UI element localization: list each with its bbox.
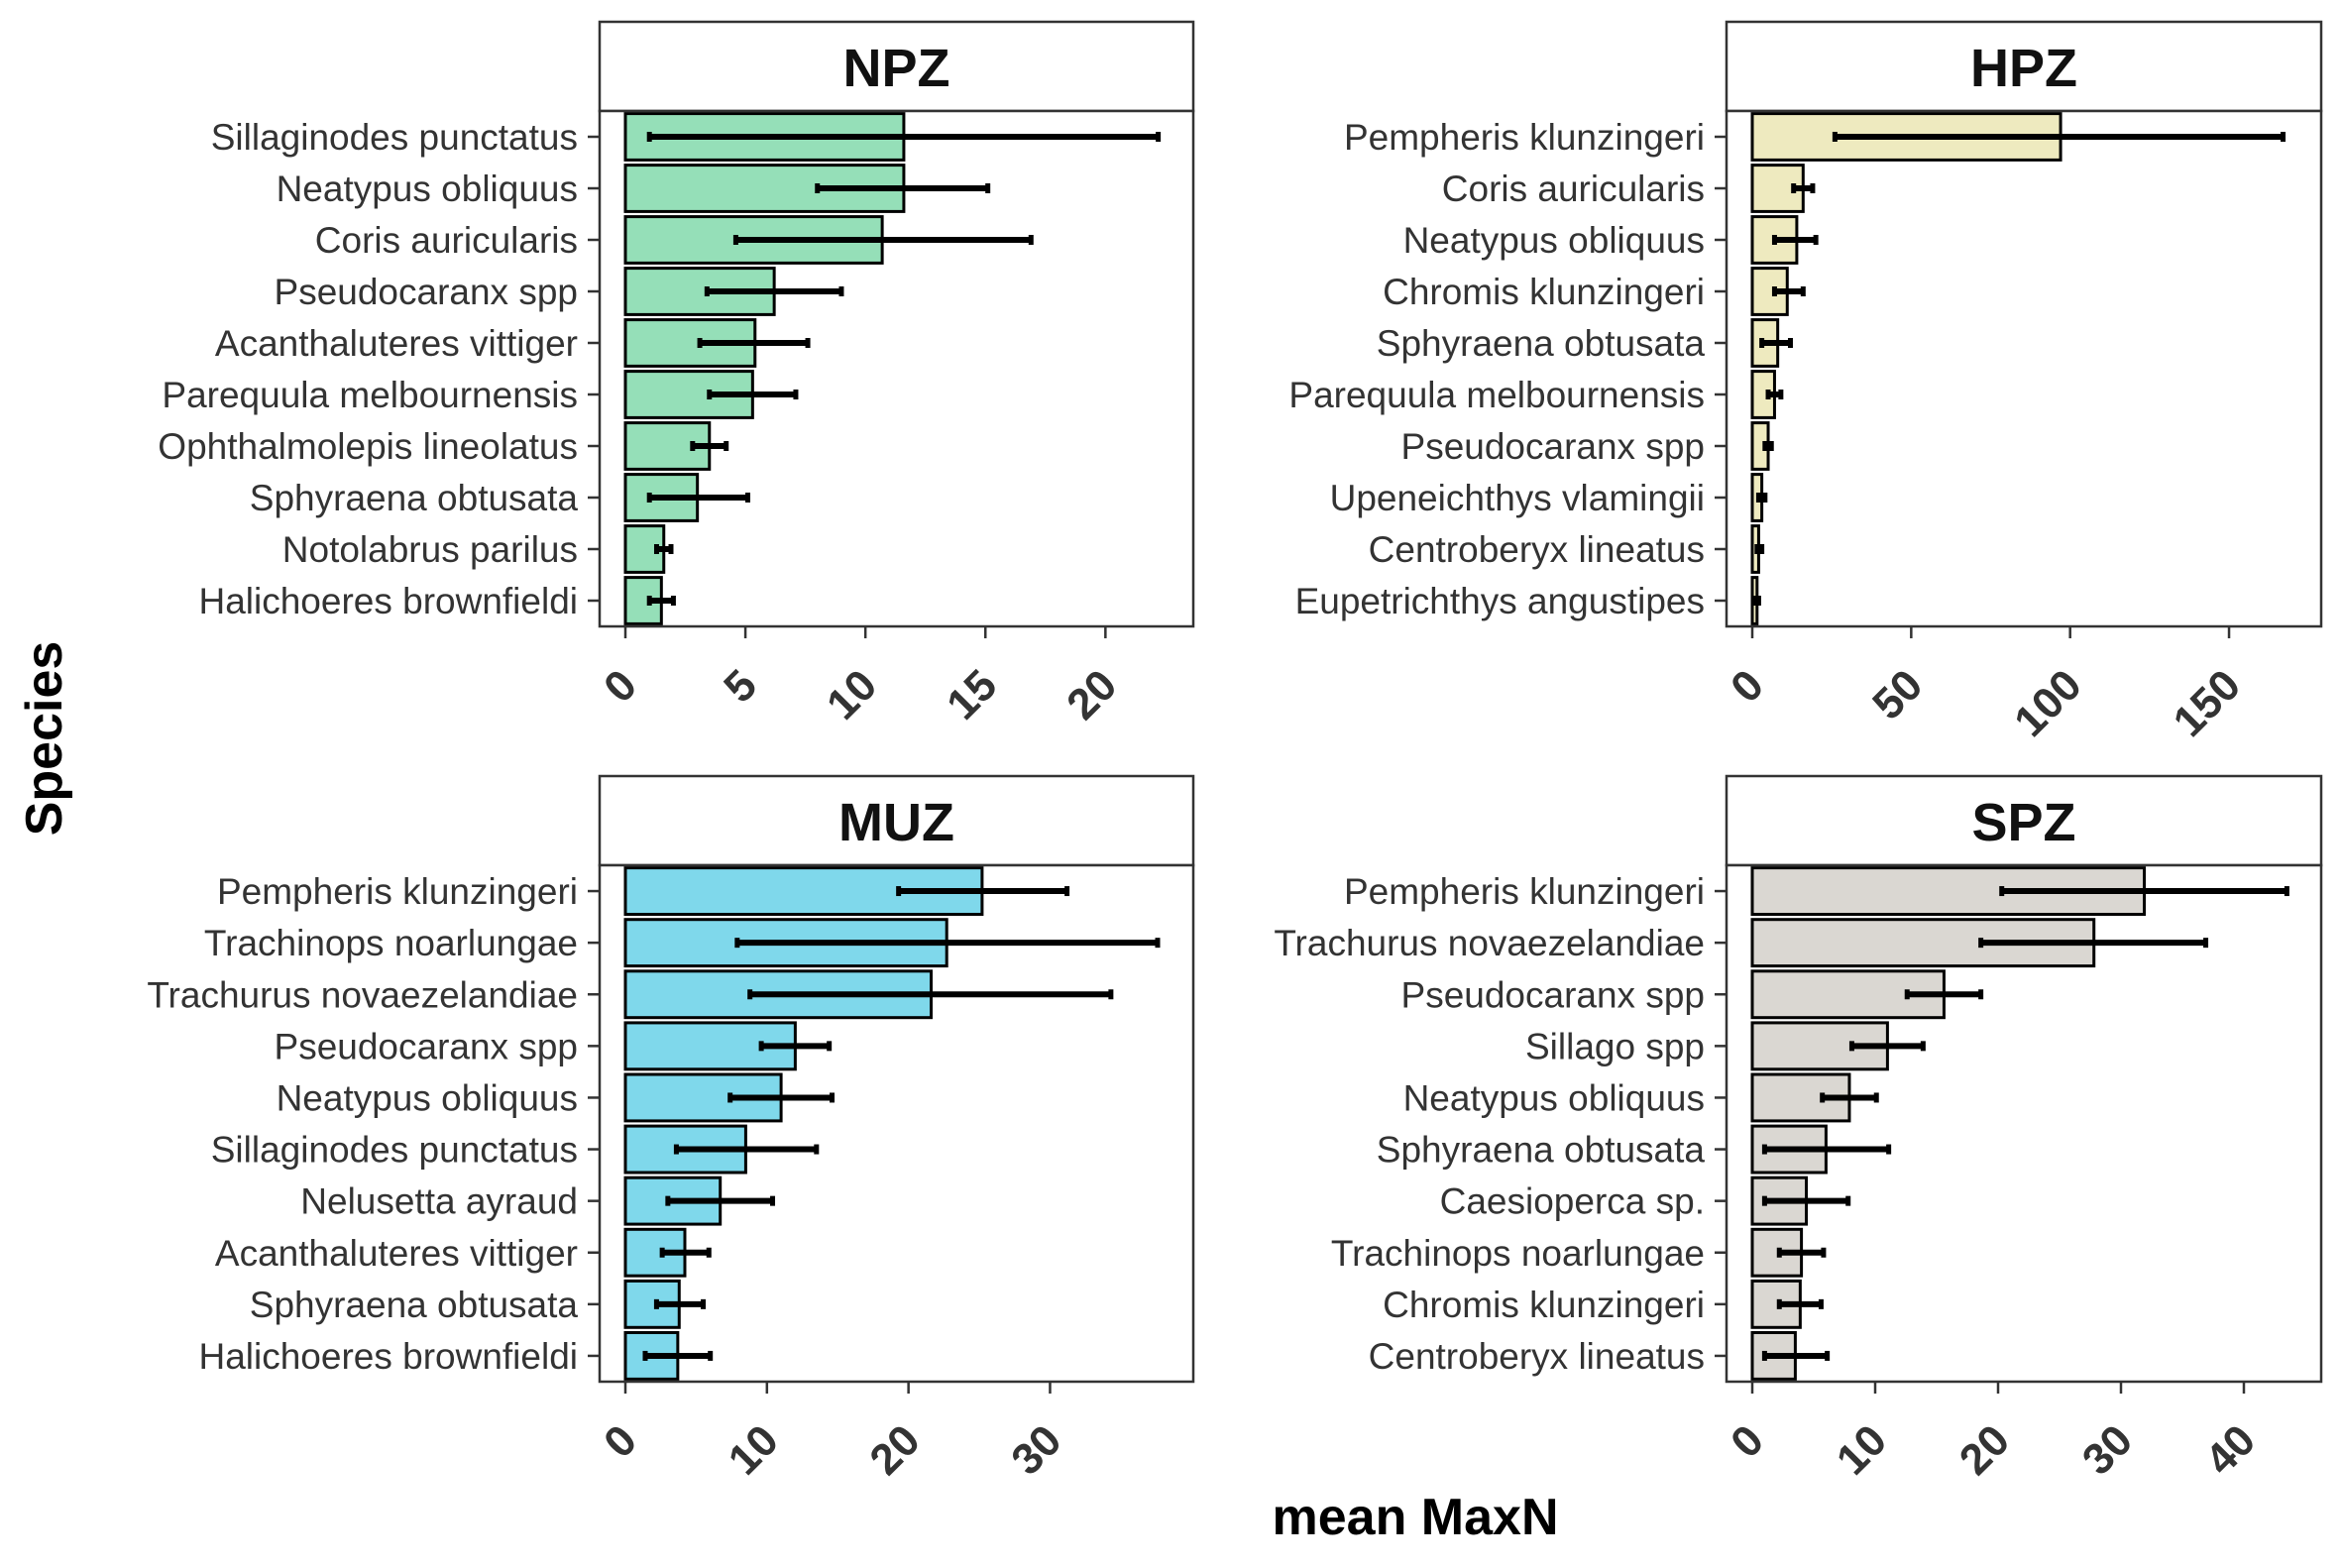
category-label: Centroberyx lineatus bbox=[1369, 529, 1705, 570]
category-label: Parequula melbournensis bbox=[162, 375, 578, 415]
panel-border bbox=[1725, 863, 2323, 1384]
panel-border bbox=[598, 863, 1195, 1384]
category-label: Neatypus obliquus bbox=[1403, 220, 1705, 261]
strip-header bbox=[598, 20, 1195, 113]
x-tick-label: 20 bbox=[1951, 1415, 2019, 1484]
category-label: Chromis klunzingeri bbox=[1383, 1285, 1705, 1325]
strip-header bbox=[1725, 774, 2323, 867]
category-label: Centroberyx lineatus bbox=[1369, 1336, 1705, 1377]
x-tick-label: 10 bbox=[818, 660, 886, 728]
category-label: Trachinops noarlungae bbox=[1331, 1233, 1705, 1274]
category-label: Nelusetta ayraud bbox=[300, 1181, 578, 1222]
category-label: Coris auricularis bbox=[315, 220, 578, 261]
category-label: Sphyraena obtusata bbox=[1377, 1130, 1706, 1171]
x-tick-label: 30 bbox=[2073, 1415, 2142, 1484]
x-tick-label: 100 bbox=[2005, 660, 2091, 746]
x-tick-label: 10 bbox=[720, 1415, 788, 1484]
panel-title: SPZ bbox=[1971, 793, 2075, 852]
category-label: Neatypus obliquus bbox=[277, 168, 578, 209]
x-tick-label: 30 bbox=[1002, 1415, 1070, 1484]
category-label: Caesioperca sp. bbox=[1440, 1181, 1705, 1222]
category-label: Sphyraena obtusata bbox=[250, 1285, 579, 1325]
panel-title: NPZ bbox=[843, 39, 950, 98]
category-label: Ophthalmolepis lineolatus bbox=[158, 426, 578, 467]
x-tick-label: 20 bbox=[860, 1415, 929, 1484]
category-label: Sillaginodes punctatus bbox=[211, 1130, 578, 1171]
category-label: Sillago spp bbox=[1525, 1026, 1705, 1066]
panel-border bbox=[598, 109, 1195, 628]
plot-area bbox=[1727, 111, 2321, 626]
facet-panels: NPZ Sillaginodes punctatus Neatypus obliqu… bbox=[147, 20, 2323, 1485]
x-tick-label: 0 bbox=[1722, 660, 1773, 712]
y-axis-title: Species bbox=[16, 641, 73, 837]
category-label: Acanthaluteres vittiger bbox=[215, 323, 578, 364]
category-label: Coris auricularis bbox=[1442, 168, 1705, 209]
category-label: Neatypus obliquus bbox=[1403, 1077, 1705, 1118]
category-label: Pempheris klunzingeri bbox=[217, 871, 578, 912]
x-tick-label: 20 bbox=[1058, 660, 1126, 728]
category-label: Pempheris klunzingeri bbox=[1344, 117, 1705, 158]
category-label: Eupetrichthys angustipes bbox=[1295, 581, 1705, 621]
category-label: Trachinops noarlungae bbox=[204, 923, 578, 963]
category-label: Pseudocaranx spp bbox=[275, 272, 578, 312]
category-label: Sphyraena obtusata bbox=[250, 478, 579, 518]
category-label: Sillaginodes punctatus bbox=[211, 117, 578, 158]
x-tick-label: 0 bbox=[1722, 1415, 1773, 1467]
x-tick-label: 40 bbox=[2196, 1415, 2265, 1484]
category-label: Pseudocaranx spp bbox=[1401, 426, 1705, 467]
x-tick-label: 0 bbox=[595, 1415, 646, 1467]
panel-muz: MUZ Pempheris klunzingeri Trachinops noarl… bbox=[147, 774, 1195, 1485]
x-tick-label: 50 bbox=[1863, 660, 1932, 728]
x-tick-label: 150 bbox=[2165, 660, 2251, 746]
panel-spz: SPZ Pempheris klunzingeri Trachurus novaez… bbox=[1274, 774, 2323, 1485]
strip-header bbox=[598, 774, 1195, 867]
panel-hpz: HPZ Pempheris klunzingeri Coris auriculari… bbox=[1288, 20, 2323, 746]
category-label: Parequula melbournensis bbox=[1288, 375, 1705, 415]
category-label: Trachurus novaezelandiae bbox=[147, 974, 578, 1015]
category-label: Pempheris klunzingeri bbox=[1344, 871, 1705, 912]
category-label: Trachurus novaezelandiae bbox=[1274, 923, 1705, 963]
x-tick-label: 5 bbox=[715, 660, 766, 712]
category-label: Sphyraena obtusata bbox=[1377, 323, 1706, 364]
panel-border bbox=[1725, 109, 2323, 628]
category-label: Halichoeres brownfieldi bbox=[198, 1336, 578, 1377]
category-label: Pseudocaranx spp bbox=[1401, 974, 1705, 1015]
category-label: Notolabrus parilus bbox=[282, 529, 578, 570]
x-tick-label: 15 bbox=[938, 660, 1006, 728]
x-tick-label: 0 bbox=[595, 660, 646, 712]
category-label: Neatypus obliquus bbox=[277, 1077, 578, 1118]
category-label: Chromis klunzingeri bbox=[1383, 272, 1705, 312]
x-axis-title: mean MaxN bbox=[1273, 1489, 1559, 1546]
category-label: Upeneichthys vlamingii bbox=[1330, 478, 1705, 518]
panel-title: MUZ bbox=[838, 793, 954, 852]
category-label: Acanthaluteres vittiger bbox=[215, 1233, 578, 1274]
panel-title: HPZ bbox=[1970, 39, 2077, 98]
panel-npz: NPZ Sillaginodes punctatus Neatypus obliqu… bbox=[158, 20, 1195, 729]
strip-header bbox=[1725, 20, 2323, 113]
category-label: Pseudocaranx spp bbox=[275, 1026, 578, 1066]
category-label: Halichoeres brownfieldi bbox=[198, 581, 578, 621]
x-tick-label: 10 bbox=[1828, 1415, 1896, 1484]
